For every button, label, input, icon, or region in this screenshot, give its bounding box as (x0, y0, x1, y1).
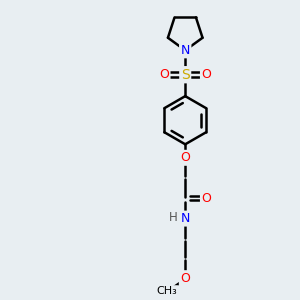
Text: O: O (201, 68, 211, 81)
Text: O: O (159, 68, 169, 81)
Text: S: S (181, 68, 190, 82)
Text: N: N (181, 44, 190, 57)
Text: H: H (169, 211, 177, 224)
Text: N: N (181, 212, 190, 225)
Text: O: O (201, 191, 211, 205)
Text: O: O (180, 151, 190, 164)
Text: CH₃: CH₃ (157, 286, 177, 296)
Text: O: O (180, 272, 190, 285)
